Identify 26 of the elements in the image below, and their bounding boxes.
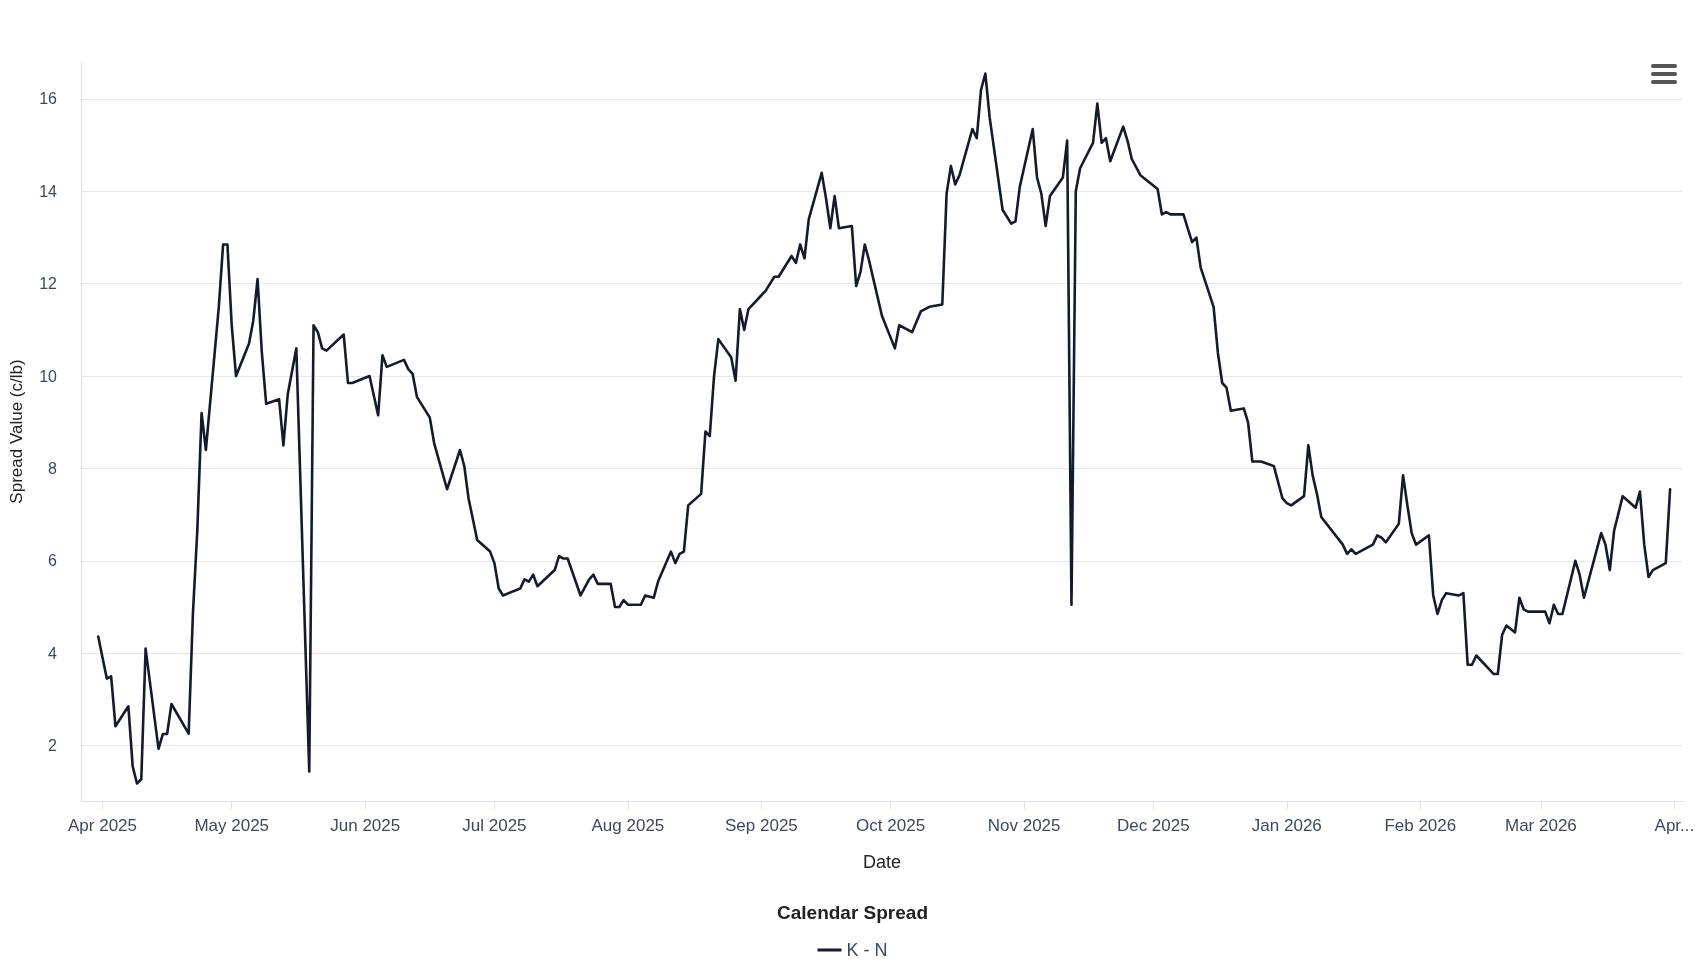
x-tick-label: Oct 2025	[856, 816, 926, 835]
x-tick-label: Jul 2025	[462, 816, 527, 835]
y-axis-title: Spread Value (c/lb)	[7, 359, 26, 504]
x-tick-label: Dec 2025	[1116, 816, 1190, 835]
y-tick-label: 2	[48, 737, 58, 755]
legend-title: Calendar Spread	[777, 902, 928, 923]
y-tick-label: 16	[39, 90, 58, 108]
x-tick-label: Nov 2025	[987, 816, 1061, 835]
x-tick-label: Sep 2025	[725, 816, 798, 835]
x-tick-label: Jun 2025	[330, 816, 401, 835]
y-tick-label: 12	[39, 275, 58, 293]
x-tick-label: May 2025	[194, 816, 270, 835]
y-tick-label: 8	[48, 459, 58, 477]
y-tick-label: 10	[39, 367, 58, 385]
x-tick-label: Apr 2025	[68, 816, 138, 835]
line-series	[96, 72, 1672, 785]
y-tick-label: 14	[39, 182, 58, 200]
x-tick-label: Aug 2025	[591, 816, 665, 835]
y-tick-label: 4	[48, 644, 58, 662]
x-tick-label: Feb 2026	[1384, 816, 1457, 835]
x-tick-label: Mar 2026	[1504, 816, 1577, 835]
y-tick-label: 6	[48, 552, 58, 570]
legend-label: K - N	[846, 940, 888, 960]
x-tick-label: Apr...	[1654, 816, 1695, 835]
x-tick-label: Jan 2026	[1251, 816, 1322, 835]
x-axis-title: Date	[862, 852, 902, 872]
